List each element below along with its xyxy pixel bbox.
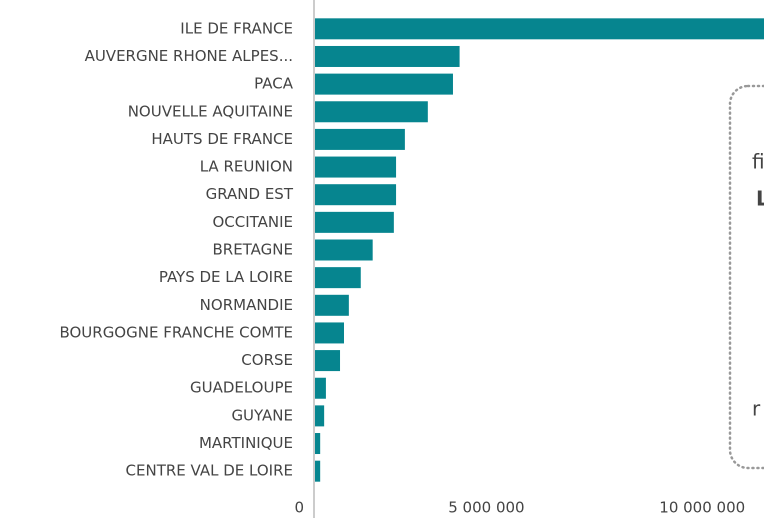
bar — [314, 101, 428, 123]
y-tick-label: NOUVELLE AQUITAINE — [128, 102, 293, 120]
bar — [314, 73, 453, 95]
y-tick-label: GUYANE — [231, 406, 293, 424]
bar — [314, 211, 394, 233]
x-tick-label: 0 — [294, 499, 304, 517]
y-tick-label: BOURGOGNE FRANCHE COMTE — [59, 323, 293, 341]
bar — [314, 433, 321, 455]
overlay-text: r — [752, 397, 761, 421]
x-tick-label: 5 000 000 — [448, 499, 524, 517]
y-tick-label: ILE DE FRANCE — [180, 19, 293, 37]
bar — [314, 156, 397, 178]
bar — [314, 45, 460, 67]
bar — [314, 128, 405, 150]
y-tick-label: PAYS DE LA LOIRE — [159, 268, 293, 286]
bar — [314, 350, 341, 372]
bar — [314, 239, 373, 261]
y-tick-label: LA REUNION — [200, 158, 293, 176]
bar — [314, 184, 397, 206]
x-tick-label: 10 000 000 — [659, 499, 745, 517]
y-tick-label: CENTRE VAL DE LOIRE — [126, 462, 293, 480]
bar — [314, 267, 361, 289]
y-tick-label: BRETAGNE — [212, 241, 293, 259]
y-tick-label: HAUTS DE FRANCE — [151, 130, 293, 148]
y-tick-label: OCCITANIE — [212, 213, 293, 231]
bar — [314, 294, 349, 316]
y-tick-label: MARTINIQUE — [199, 434, 293, 452]
overlay-box — [728, 84, 764, 470]
y-tick-label: GUADELOUPE — [190, 379, 293, 397]
bar — [314, 322, 344, 344]
overlay-text: fi — [752, 150, 764, 174]
overlay-text: L — [756, 187, 764, 211]
y-tick-label: GRAND EST — [206, 185, 294, 203]
y-tick-label: AUVERGNE RHONE ALPES... — [85, 47, 293, 65]
bar — [314, 377, 326, 399]
y-tick-label: CORSE — [241, 351, 293, 369]
bar — [314, 405, 325, 427]
y-tick-label: NORMANDIE — [200, 296, 293, 314]
y-tick-label: PACA — [254, 75, 294, 93]
bar — [314, 18, 764, 40]
bar — [314, 460, 321, 482]
